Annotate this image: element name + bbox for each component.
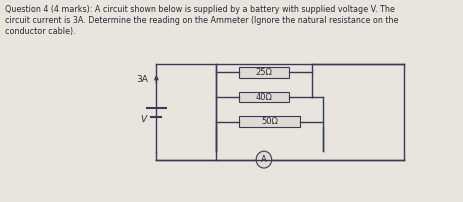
Text: 3A: 3A — [137, 75, 148, 84]
Bar — [238, 92, 288, 102]
Text: V: V — [140, 115, 146, 124]
Bar — [238, 116, 300, 127]
Text: 50Ω: 50Ω — [260, 117, 277, 126]
Text: Question 4 (4 marks): A circuit shown below is supplied by a battery with suppli: Question 4 (4 marks): A circuit shown be… — [5, 5, 394, 14]
Text: conductor cable).: conductor cable). — [5, 26, 76, 36]
Text: circuit current is 3A. Determine the reading on the Ammeter (Ignore the natural : circuit current is 3A. Determine the rea… — [5, 16, 398, 25]
Circle shape — [256, 151, 271, 168]
Text: A: A — [261, 155, 266, 164]
Bar — [238, 67, 288, 78]
Text: 25Ω: 25Ω — [255, 68, 272, 77]
Text: 40Ω: 40Ω — [255, 93, 272, 102]
